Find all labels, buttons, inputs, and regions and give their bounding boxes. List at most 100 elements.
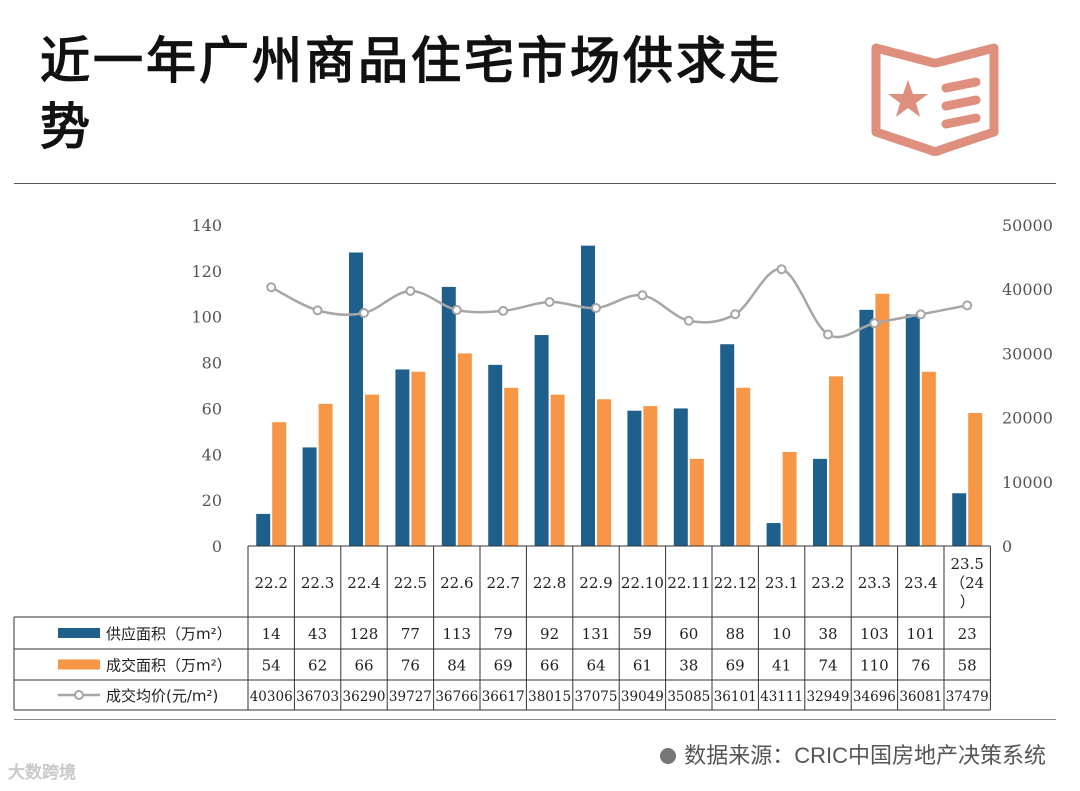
category-label: 22.9	[579, 574, 612, 592]
deal-bar	[643, 406, 658, 546]
data-label: 92	[540, 625, 559, 643]
data-label: 128	[350, 625, 379, 643]
data-label: 38	[818, 625, 837, 643]
data-label: 36617	[482, 689, 525, 705]
legend-swatch-price-marker	[74, 690, 84, 700]
data-label: 36290	[343, 689, 386, 705]
supply-bar	[441, 286, 456, 546]
data-label: 131	[582, 625, 611, 643]
price-point	[266, 282, 277, 293]
deal-bar	[550, 394, 565, 546]
y-tick-label: 100	[191, 308, 222, 327]
data-label: 54	[262, 657, 281, 675]
category-label: 22.6	[440, 574, 473, 592]
bullet-icon	[660, 748, 677, 764]
data-label: 76	[911, 657, 930, 675]
data-label: 64	[586, 657, 605, 675]
category-label: 22.2	[254, 574, 287, 592]
deal-bar	[597, 399, 611, 546]
data-label: 34696	[853, 689, 896, 705]
data-label: 38015	[528, 689, 571, 705]
data-label: 36101	[714, 689, 757, 705]
data-label: 10	[772, 625, 791, 643]
data-label: 37075	[575, 689, 618, 705]
category-label: 22.3	[301, 574, 334, 592]
news-badge-icon	[871, 43, 999, 156]
y2-tick-label: 50000	[1002, 216, 1053, 235]
y2-tick-label: 10000	[1002, 473, 1053, 492]
category-label: 22.5	[394, 574, 427, 592]
category-label: 22.8	[533, 574, 566, 592]
data-label: 60	[679, 625, 698, 643]
deal-bar	[829, 376, 843, 546]
data-label: 39727	[389, 689, 432, 705]
y-tick-label: 40	[202, 445, 222, 464]
data-label: 76	[401, 657, 420, 675]
category-label: 22.11	[667, 574, 710, 592]
deal-bar	[365, 394, 379, 546]
price-point	[683, 315, 694, 326]
deal-bar	[736, 387, 751, 546]
data-label: 36766	[435, 689, 478, 705]
supply-bar	[627, 410, 642, 546]
data-label: 113	[442, 625, 471, 643]
legend-label: 成交均价(元/m²)	[106, 687, 218, 705]
y2-tick-label: 30000	[1002, 344, 1053, 363]
price-point	[451, 304, 462, 315]
deal-bar	[318, 403, 333, 546]
page-title: 近一年广州商品住宅市场供求走势	[40, 32, 782, 156]
data-label: 88	[726, 625, 745, 643]
deal-bar	[457, 353, 472, 546]
supply-bar	[766, 523, 781, 546]
y-tick-label: 0	[212, 537, 222, 556]
data-label: 36081	[899, 689, 942, 705]
price-point	[915, 309, 926, 320]
data-label: 43	[308, 625, 327, 643]
data-label: 110	[860, 657, 889, 675]
price-point	[776, 264, 787, 275]
watermark: 大数跨境	[8, 763, 76, 783]
price-point	[730, 309, 741, 320]
category-label: 22.7	[486, 574, 519, 592]
supply-bar	[395, 369, 410, 546]
y2-tick-label: 0	[1002, 537, 1012, 556]
y-tick-label: 20	[202, 491, 222, 510]
price-point	[637, 290, 648, 301]
supply-bar	[952, 493, 967, 546]
price-point	[544, 296, 555, 307]
data-label: 62	[308, 657, 327, 675]
price-point	[823, 329, 833, 340]
legend-swatch-deal	[58, 659, 100, 670]
supply-bar	[349, 252, 363, 546]
supply-bar	[720, 344, 735, 546]
supply-bar	[859, 309, 874, 546]
category-label: 23.3	[858, 574, 891, 592]
deal-bar	[504, 387, 519, 546]
supply-bar	[534, 335, 549, 546]
supply-bar	[256, 513, 271, 546]
data-label: 37479	[946, 689, 989, 705]
data-label: 40306	[250, 689, 293, 705]
deal-bar	[968, 413, 983, 546]
y2-tick-label: 20000	[1002, 409, 1053, 428]
category-label: 22.4	[347, 574, 380, 592]
data-label: 103	[860, 625, 889, 643]
supply-bar	[302, 447, 317, 546]
data-label: 32949	[807, 689, 850, 705]
price-point	[405, 285, 416, 296]
legend-label: 成交面积（万m²）	[106, 657, 232, 675]
supply-bar	[488, 364, 503, 546]
price-point	[869, 318, 880, 329]
price-point	[359, 308, 369, 319]
deal-bar	[782, 451, 797, 546]
supply-bar	[673, 408, 688, 546]
deal-bar	[411, 371, 426, 546]
data-label: 23	[958, 625, 977, 643]
data-label: 59	[633, 625, 652, 643]
data-label: 79	[494, 625, 513, 643]
data-label: 58	[958, 657, 977, 675]
source-note: 数据来源：CRIC中国房地产决策系统	[660, 738, 1046, 770]
price-point	[498, 305, 509, 316]
y2-tick-label: 40000	[1002, 280, 1053, 299]
source-text: 数据来源：CRIC中国房地产决策系统	[684, 743, 1046, 768]
